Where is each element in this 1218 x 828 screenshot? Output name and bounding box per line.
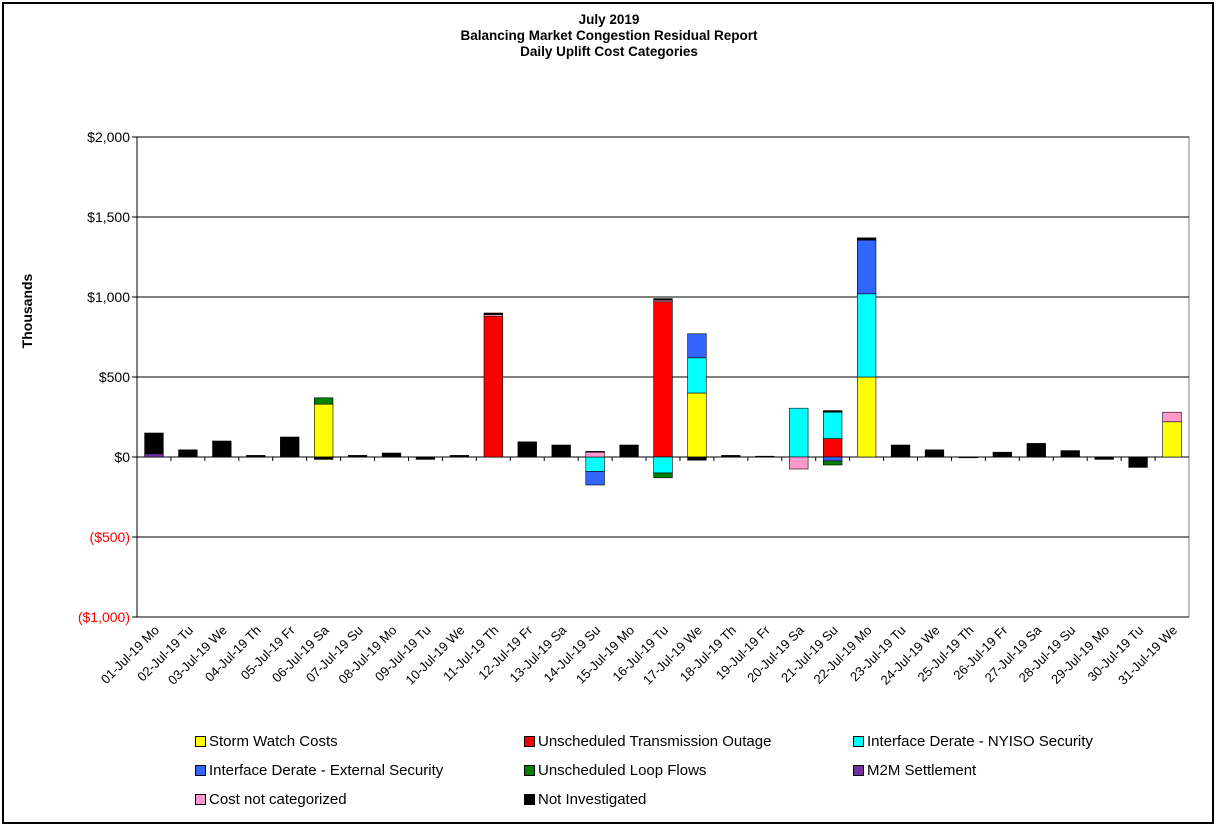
y-tick-label: ($1,000) [78, 609, 130, 625]
legend-label: Cost not categorized [209, 791, 347, 808]
bar-segment [789, 456, 809, 470]
legend-item: Cost not categorized [195, 791, 347, 808]
bar-segment [585, 471, 605, 486]
bar-segment [755, 455, 775, 458]
legend-swatch [195, 736, 206, 747]
y-tick-label: $500 [99, 369, 130, 385]
legend-label: M2M Settlement [867, 762, 977, 779]
bar-segment [415, 456, 436, 460]
bar-segment [653, 301, 673, 458]
bar-segment [721, 455, 741, 458]
legend-swatch [524, 794, 535, 805]
bar-segment [823, 460, 843, 466]
chart-subtitle: Balancing Market Congestion Residual Rep… [460, 28, 758, 43]
bar-segment [856, 376, 877, 458]
bar-segment [890, 444, 911, 458]
bar-segment [144, 432, 164, 455]
bar-segment [687, 333, 707, 359]
bar-segment [1128, 456, 1148, 468]
bar-segment [823, 411, 843, 439]
legend-swatch [524, 765, 535, 776]
legend-swatch [524, 736, 535, 747]
legend-item: M2M Settlement [853, 762, 976, 779]
bar-segment [1060, 450, 1080, 458]
bar-segment [924, 449, 945, 458]
bar-segment [856, 237, 877, 241]
bar-segment [314, 397, 334, 405]
legend-label: Unscheduled Transmission Outage [538, 733, 772, 750]
bar-segment [653, 456, 673, 474]
bar-segment [687, 392, 707, 458]
bar-segment [585, 451, 605, 453]
bar-segment [653, 472, 673, 479]
legend-item: Interface Derate - External Security [195, 762, 443, 779]
bar-segment [551, 444, 571, 458]
bar-segment [449, 455, 470, 458]
bar-segment [212, 440, 232, 458]
bar-segment [280, 436, 300, 458]
y-tick-label: $2,000 [87, 129, 130, 145]
bar-segment [1162, 411, 1182, 423]
y-axis-label: Thousands [19, 273, 35, 348]
legend-label: Unscheduled Loop Flows [538, 762, 707, 779]
bar-segment [314, 403, 334, 458]
chart-subtitle-2: Daily Uplift Cost Categories [520, 44, 698, 59]
bar-segment [856, 293, 877, 378]
bar-segment [144, 453, 164, 458]
chart-title: July 2019 [578, 12, 640, 27]
bar-segment [483, 312, 503, 315]
bar-segment [856, 239, 877, 295]
bar-segment [687, 456, 707, 461]
legend-item: Unscheduled Transmission Outage [524, 733, 771, 750]
y-tick-label: $0 [114, 449, 130, 465]
bar-segment [789, 407, 809, 458]
bar-segment [653, 298, 673, 301]
legend-swatch [195, 765, 206, 776]
legend-item: Not Investigated [524, 791, 646, 808]
bar-segment [585, 451, 605, 458]
bar-segment [381, 452, 402, 458]
bar-segment [483, 315, 503, 458]
bar-segment [314, 456, 334, 460]
bar-segment [178, 449, 198, 458]
bar-segment [1162, 421, 1182, 458]
legend-label: Not Investigated [538, 791, 647, 808]
legend-item: Unscheduled Loop Flows [524, 762, 706, 779]
bar-segment [585, 456, 605, 472]
bar-segment [619, 444, 639, 458]
bar-segment [992, 451, 1012, 458]
bar-segment [1094, 456, 1114, 460]
y-tick-label: $1,500 [87, 209, 130, 225]
y-axis: $2,000 $1,500 $1,000 $500 $0 ($500) ($1,000) [78, 129, 138, 625]
bar-segment [958, 456, 979, 459]
bar-segment [246, 455, 266, 458]
bar-segment [347, 455, 368, 458]
bar-segment [1026, 443, 1046, 458]
legend-label: Interface Derate - NYISO Security [867, 733, 1093, 750]
legend-swatch [853, 736, 864, 747]
legend-item: Interface Derate - NYISO Security [853, 733, 1093, 750]
bar-segment [517, 441, 537, 458]
chart-titles: July 2019 Balancing Market Congestion Re… [0, 12, 1218, 60]
bar-segment [687, 357, 707, 394]
bar-segment [823, 438, 843, 458]
y-tick-label: ($500) [90, 529, 130, 545]
bar-segment [823, 410, 843, 413]
legend-swatch [853, 765, 864, 776]
legend-swatch [195, 794, 206, 805]
legend-label: Storm Watch Costs [209, 733, 338, 750]
legend-label: Interface Derate - External Security [209, 762, 444, 779]
legend-item: Storm Watch Costs [195, 733, 338, 750]
y-tick-label: $1,000 [87, 289, 130, 305]
bar-segment [823, 456, 843, 462]
bars [144, 237, 1182, 486]
